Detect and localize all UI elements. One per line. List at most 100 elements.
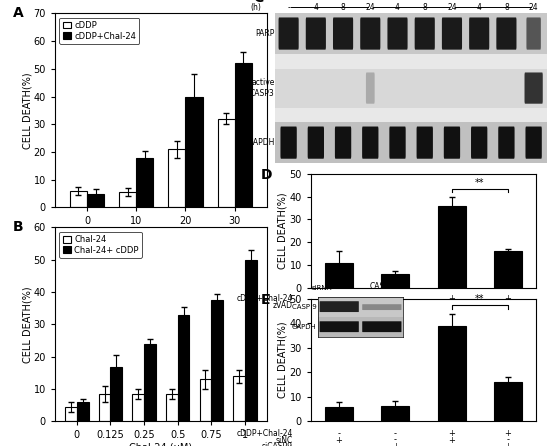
Text: -: - (338, 294, 340, 303)
Text: +: + (448, 436, 455, 445)
Text: -: - (507, 436, 509, 445)
FancyBboxPatch shape (525, 72, 543, 104)
Text: Chal-24: Chal-24 (395, 0, 427, 1)
Bar (233, 376, 245, 421)
Bar (133, 394, 144, 421)
Bar (211, 300, 223, 421)
Text: active
CASP3: active CASP3 (250, 78, 275, 98)
FancyBboxPatch shape (278, 17, 299, 50)
Bar (494, 382, 522, 421)
Bar (235, 63, 252, 207)
Text: siRNA: siRNA (311, 285, 332, 291)
Text: +: + (392, 442, 399, 446)
Y-axis label: CELL DEATH(%): CELL DEATH(%) (22, 286, 32, 363)
FancyBboxPatch shape (471, 127, 487, 159)
FancyBboxPatch shape (362, 304, 401, 310)
FancyBboxPatch shape (366, 72, 375, 104)
Bar (185, 96, 203, 207)
FancyBboxPatch shape (306, 17, 326, 50)
Text: -: - (287, 3, 290, 12)
Bar (494, 251, 522, 288)
Bar (381, 405, 409, 421)
Y-axis label: CELL DEATH(%): CELL DEATH(%) (278, 322, 288, 398)
Text: +: + (504, 429, 512, 438)
Bar (119, 192, 136, 207)
Text: siNC: siNC (276, 436, 293, 445)
Text: cDDP: cDDP (318, 0, 341, 1)
FancyBboxPatch shape (307, 127, 324, 159)
Bar (325, 407, 353, 421)
Bar (245, 260, 257, 421)
Text: GAPDH: GAPDH (248, 138, 275, 147)
Bar (87, 194, 104, 207)
Bar (381, 274, 409, 288)
FancyBboxPatch shape (320, 321, 359, 332)
Text: -: - (338, 429, 340, 438)
Text: 4: 4 (477, 3, 482, 12)
Text: cDDP+Chal-24: cDDP+Chal-24 (236, 294, 293, 303)
FancyBboxPatch shape (442, 17, 462, 50)
FancyBboxPatch shape (362, 321, 401, 332)
Bar (168, 149, 185, 207)
FancyBboxPatch shape (275, 13, 547, 54)
Text: (h): (h) (250, 3, 261, 12)
Text: 8: 8 (422, 3, 427, 12)
Bar (200, 380, 211, 421)
Text: **: ** (475, 294, 485, 304)
Bar (98, 394, 111, 421)
FancyBboxPatch shape (318, 297, 403, 317)
Text: 8: 8 (340, 3, 345, 12)
Bar (438, 326, 466, 421)
FancyBboxPatch shape (320, 301, 359, 312)
Text: cDDP+Chal-24: cDDP+Chal-24 (462, 0, 524, 1)
Bar (65, 407, 77, 421)
Text: A: A (13, 6, 24, 20)
FancyBboxPatch shape (389, 127, 406, 159)
FancyBboxPatch shape (335, 127, 351, 159)
FancyBboxPatch shape (469, 17, 490, 50)
Text: +: + (504, 294, 512, 303)
Text: +: + (504, 301, 512, 310)
FancyBboxPatch shape (275, 123, 547, 163)
Text: -: - (394, 429, 397, 438)
Text: 24: 24 (366, 3, 375, 12)
FancyBboxPatch shape (444, 127, 460, 159)
FancyBboxPatch shape (525, 127, 542, 159)
Bar (178, 315, 189, 421)
Bar (166, 394, 178, 421)
Text: CASP 9: CASP 9 (292, 304, 317, 310)
Text: C: C (253, 0, 263, 5)
Legend: Chal-24, Chal-24+ cDDP: Chal-24, Chal-24+ cDDP (59, 231, 142, 258)
Text: D: D (261, 168, 273, 182)
Text: cDDP+Chal-24: cDDP+Chal-24 (236, 429, 293, 438)
Text: -: - (338, 301, 340, 310)
Text: siCASP9: siCASP9 (262, 442, 293, 446)
Bar (70, 191, 87, 207)
FancyBboxPatch shape (360, 17, 381, 50)
Text: **: ** (475, 178, 485, 188)
Text: 4: 4 (395, 3, 400, 12)
FancyBboxPatch shape (526, 17, 541, 50)
Bar (217, 119, 235, 207)
Text: B: B (13, 220, 23, 234)
X-axis label: cDDP(μM): cDDP(μM) (136, 229, 185, 239)
Text: E: E (261, 293, 271, 307)
FancyBboxPatch shape (362, 127, 378, 159)
Text: -: - (394, 294, 397, 303)
Text: NC: NC (334, 281, 345, 291)
Text: +: + (336, 436, 342, 445)
Text: zVAD: zVAD (273, 301, 293, 310)
FancyBboxPatch shape (387, 17, 408, 50)
Y-axis label: CELL DEATH(%): CELL DEATH(%) (22, 72, 32, 149)
Bar (325, 263, 353, 288)
Text: +: + (504, 442, 512, 446)
FancyBboxPatch shape (498, 127, 515, 159)
Text: PARP: PARP (255, 29, 275, 38)
Text: 24: 24 (529, 3, 538, 12)
Bar (438, 206, 466, 288)
Text: -: - (450, 301, 453, 310)
Bar (136, 157, 153, 207)
Text: +: + (448, 429, 455, 438)
Text: 8: 8 (504, 3, 509, 12)
Bar (144, 344, 156, 421)
